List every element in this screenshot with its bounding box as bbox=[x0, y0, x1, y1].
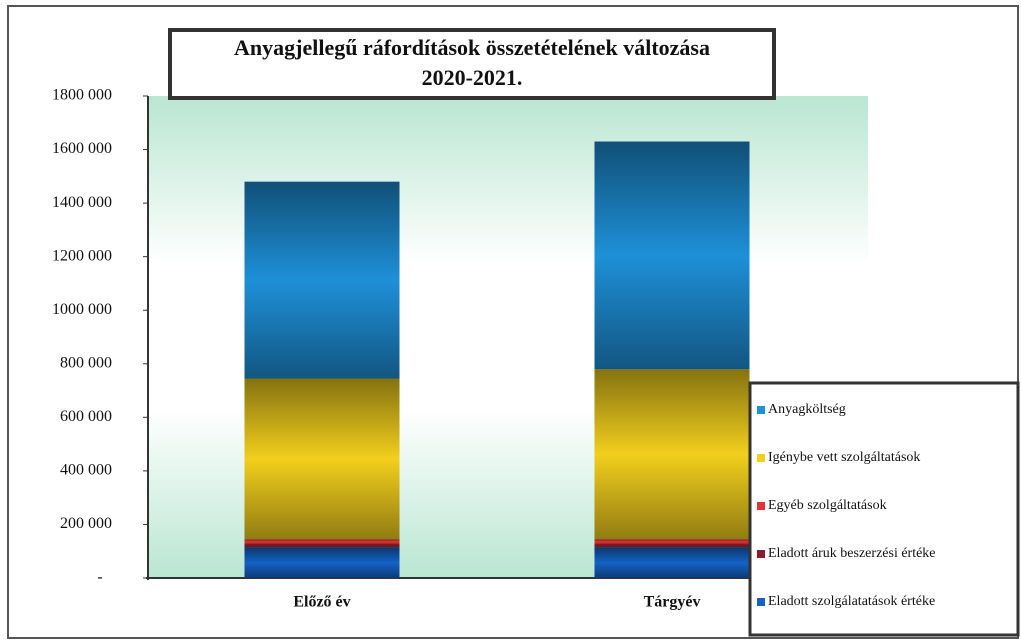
legend-swatch bbox=[757, 406, 765, 414]
bar-shade bbox=[594, 141, 750, 370]
legend-label: Anyagköltség bbox=[768, 402, 846, 417]
legend-swatch bbox=[757, 502, 765, 510]
legend-label: Egyéb szolgáltatások bbox=[768, 498, 887, 513]
y-tick-label: 800 000 bbox=[60, 354, 112, 371]
bar-shade bbox=[594, 539, 750, 545]
legend-swatch bbox=[757, 454, 765, 462]
chart-title: Anyagjellegű ráfordítások összetételének… bbox=[234, 35, 710, 60]
chart-title-line2: 2020-2021. bbox=[422, 65, 523, 90]
y-tick-label: 1200 000 bbox=[52, 247, 112, 264]
bar-shade bbox=[244, 547, 400, 578]
legend-label: Igénybe vett szolgáltatások bbox=[768, 450, 920, 465]
bar-shade bbox=[594, 369, 750, 540]
legend-label: Eladott áruk beszerzési értéke bbox=[768, 546, 936, 561]
frame bbox=[7, 5, 1019, 639]
bar-shade bbox=[244, 181, 400, 379]
y-tick-label: 600 000 bbox=[60, 408, 112, 425]
legend-box bbox=[748, 381, 1020, 637]
bar-shade bbox=[594, 547, 750, 578]
bar-shade bbox=[594, 544, 750, 548]
x-tick-label: Előző év bbox=[293, 594, 350, 611]
y-tick-label: 1000 000 bbox=[52, 301, 112, 318]
y-tick-label: 1800 000 bbox=[52, 87, 112, 104]
title-box bbox=[168, 28, 776, 100]
legend-swatch bbox=[757, 598, 765, 606]
legend-swatch bbox=[757, 550, 765, 558]
bar-shade bbox=[244, 539, 400, 545]
y-tick-label: 1400 000 bbox=[52, 194, 112, 211]
y-tick-label: - bbox=[97, 569, 102, 586]
legend-label: Eladott szolgálatatások értéke bbox=[768, 594, 935, 609]
y-tick-label: 200 000 bbox=[60, 515, 112, 532]
bar-shade bbox=[244, 378, 400, 540]
y-tick-label: 1600 000 bbox=[52, 140, 112, 157]
bar-shade bbox=[244, 544, 400, 548]
y-tick-label: 400 000 bbox=[60, 462, 112, 479]
x-tick-label: Tárgyév bbox=[644, 594, 701, 611]
